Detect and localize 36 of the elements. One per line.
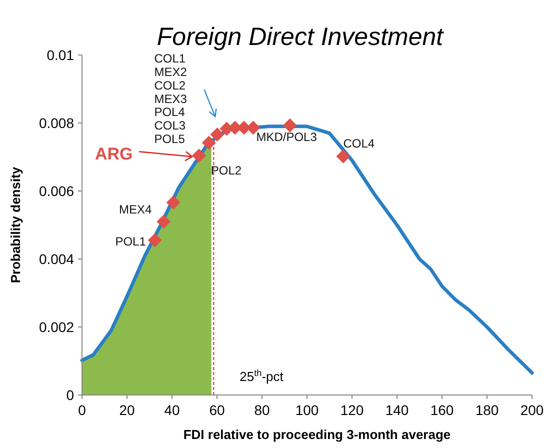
point [202, 136, 216, 150]
point [192, 148, 206, 163]
point [282, 118, 297, 132]
x-tick-label: 160 [430, 402, 454, 418]
annotation: POL1 [115, 234, 146, 248]
point [156, 214, 171, 229]
x-tick-label: 200 [520, 402, 544, 418]
annotation: COL4 [343, 136, 375, 150]
x-tick-label: 180 [475, 402, 499, 418]
point [336, 149, 350, 164]
x-tick-label: 20 [119, 402, 135, 418]
x-tick-label: 80 [254, 402, 270, 418]
y-tick-label: 0.01 [46, 47, 74, 63]
annotation: COL1 MEX2 COL2 MEX3 POL4 COL3 POL5 [154, 52, 188, 146]
x-tick-label: 60 [209, 402, 225, 418]
y-tick-label: 0 [66, 387, 74, 403]
annotation: ARG [95, 144, 133, 164]
ref-line-label: 25$^{th}$-pct [240, 368, 284, 384]
x-tick-label: 40 [164, 402, 180, 418]
y-tick-label: 0.004 [38, 251, 74, 267]
x-tick-label: 100 [295, 402, 319, 418]
annotation: MKD/POL3 [256, 130, 318, 144]
x-tick-label: 120 [340, 402, 364, 418]
y-axis-title: Probability density [8, 166, 23, 284]
y-tick-label: 0.002 [38, 319, 74, 335]
annotation: MEX4 [118, 202, 152, 217]
point [210, 128, 224, 142]
chart-title: Foreign Direct Investment [156, 23, 444, 51]
annotation: POL2 [210, 164, 242, 178]
point [148, 233, 162, 248]
y-tick-label: 0.006 [38, 183, 74, 199]
y-tick-label: 0.008 [38, 115, 74, 131]
x-tick-label: 140 [385, 402, 409, 418]
point [166, 196, 180, 210]
x-axis-title: FDI relative to proceeding 3-month average [183, 427, 451, 442]
x-tick-label: 0 [78, 402, 86, 418]
